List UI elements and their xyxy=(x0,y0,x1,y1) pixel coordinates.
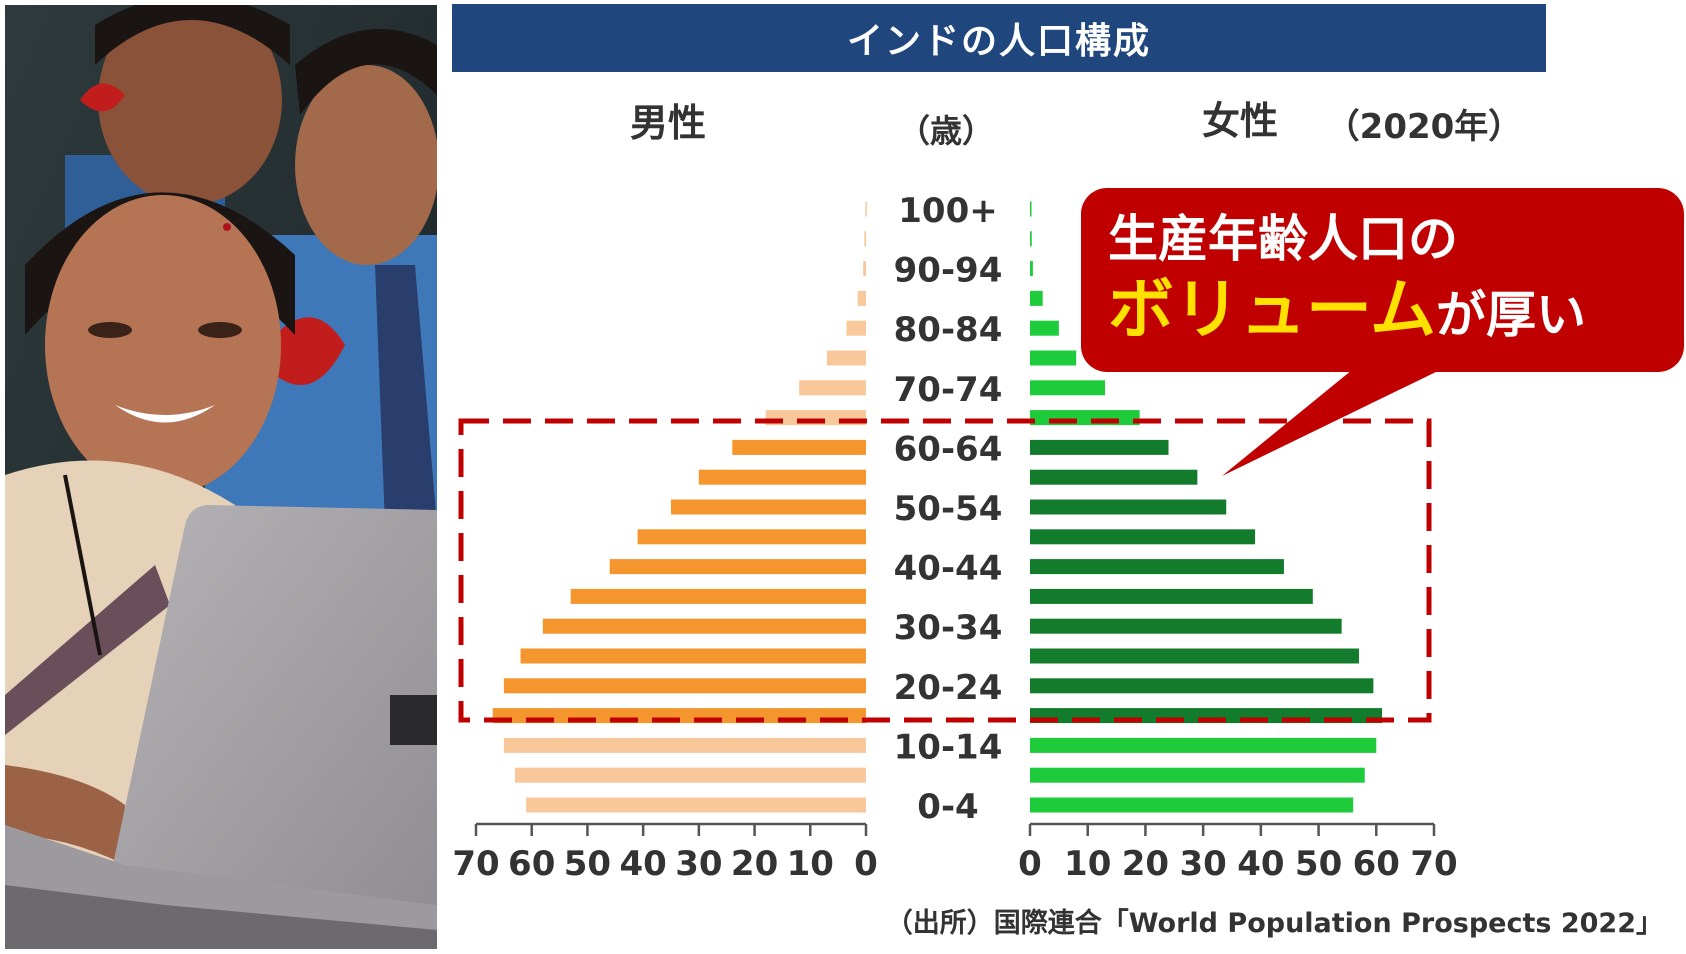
male-axis-tick-label: 20 xyxy=(731,844,778,884)
female-axis-tick-label: 30 xyxy=(1179,844,1226,884)
male-axis-tick-label: 10 xyxy=(787,844,834,884)
bar-female-20-24 xyxy=(1030,678,1374,694)
bar-female-25-29 xyxy=(1030,648,1359,664)
bar-female-35-39 xyxy=(1030,588,1313,604)
bar-male-10-14 xyxy=(503,737,866,753)
female-axis-tick-label: 10 xyxy=(1064,844,1111,884)
bar-male-90-94 xyxy=(863,261,866,277)
bar-male-40-44 xyxy=(609,559,866,575)
bar-female-40-44 xyxy=(1030,559,1284,575)
bar-female-0-4 xyxy=(1030,797,1354,813)
students-laptop-photo xyxy=(5,5,437,949)
bar-female-10-14 xyxy=(1030,737,1377,753)
age-tick-label: 40-44 xyxy=(894,549,1003,589)
bar-male-80-84 xyxy=(846,320,866,336)
callout: 生産年齢人口の ボリュームが厚い xyxy=(1081,188,1684,476)
axes-layer: 0-4 10-14 20-24 30-34 40-44 50-54 60-64 70-74 80… xyxy=(452,191,1457,884)
bar-male-30-34 xyxy=(542,618,866,634)
age-tick-label: 10-14 xyxy=(894,727,1003,767)
male-axis-tick-label: 0 xyxy=(854,844,878,884)
age-tick-label: 90-94 xyxy=(894,251,1003,291)
bar-male-35-39 xyxy=(570,588,866,604)
age-tick-label: 20-24 xyxy=(894,668,1003,708)
bar-male-60-64 xyxy=(732,439,866,455)
bar-female-75-79 xyxy=(1030,350,1077,366)
bar-female-30-34 xyxy=(1030,618,1342,634)
male-axis-tick-label: 70 xyxy=(452,844,499,884)
bar-male-20-24 xyxy=(503,678,866,694)
male-axis-tick-label: 60 xyxy=(508,844,555,884)
female-axis-tick-label: 60 xyxy=(1353,844,1400,884)
age-tick-label: 80-84 xyxy=(894,310,1003,350)
age-tick-label: 50-54 xyxy=(894,489,1003,529)
bar-female-95-99 xyxy=(1030,231,1032,247)
chart-title: インドの人口構成 xyxy=(846,21,1151,62)
working-age-highlight-box xyxy=(458,418,1432,723)
callout-pointer xyxy=(1222,370,1440,476)
bar-male-95-99 xyxy=(864,231,866,247)
bar-female-55-59 xyxy=(1030,469,1198,485)
year-label: （2020年） xyxy=(1326,107,1523,147)
callout-line1: 生産年齢人口の xyxy=(1108,210,1458,268)
bar-female-80-84 xyxy=(1030,320,1059,336)
bar-female-100+ xyxy=(1030,201,1032,217)
female-axis-tick-label: 70 xyxy=(1410,844,1457,884)
bar-female-70-74 xyxy=(1030,380,1106,396)
female-axis-tick-label: 0 xyxy=(1018,844,1042,884)
bar-male-0-4 xyxy=(526,797,866,813)
callout-line2-rest: が厚い xyxy=(1436,286,1586,344)
bar-female-65-69 xyxy=(1030,410,1140,426)
bar-male-5-9 xyxy=(515,767,866,783)
bars-layer xyxy=(492,201,1383,813)
age-unit-label: （歳） xyxy=(898,112,994,150)
bar-female-50-54 xyxy=(1030,499,1227,515)
bar-male-25-29 xyxy=(520,648,866,664)
bar-male-50-54 xyxy=(671,499,866,515)
female-axis-tick-label: 50 xyxy=(1295,844,1342,884)
bar-female-85-89 xyxy=(1030,290,1043,306)
male-axis-tick-label: 30 xyxy=(675,844,722,884)
callout-line2-accent: ボリューム xyxy=(1108,271,1436,348)
callout-line2: ボリュームが厚い xyxy=(1108,271,1586,348)
female-axis-tick-label: 40 xyxy=(1237,844,1284,884)
female-axis-tick-label: 20 xyxy=(1122,844,1169,884)
male-label: 男性 xyxy=(630,101,706,145)
callout-box xyxy=(1081,188,1684,372)
age-tick-label: 0-4 xyxy=(917,787,978,827)
male-axis-tick-label: 50 xyxy=(564,844,611,884)
male-axis-tick-label: 40 xyxy=(619,844,666,884)
bar-male-85-89 xyxy=(857,290,866,306)
bar-male-55-59 xyxy=(698,469,866,485)
age-tick-label: 60-64 xyxy=(894,429,1003,469)
age-tick-label: 30-34 xyxy=(894,608,1003,648)
age-tick-label: 70-74 xyxy=(894,370,1003,410)
labels-layer: 男性 女性 （歳） （2020年） （出所）国際連合「World Populat… xyxy=(630,99,1663,939)
bar-male-70-74 xyxy=(799,380,866,396)
bar-female-45-49 xyxy=(1030,529,1256,545)
female-label: 女性 xyxy=(1202,99,1278,143)
bar-male-100+ xyxy=(865,201,867,217)
chart-header-bar: インドの人口構成 xyxy=(452,4,1546,72)
bar-female-60-64 xyxy=(1030,439,1169,455)
source-note: （出所）国際連合「World Population Prospects 2022… xyxy=(886,907,1663,939)
bar-female-90-94 xyxy=(1030,261,1033,277)
bar-female-5-9 xyxy=(1030,767,1365,783)
bar-male-45-49 xyxy=(637,529,866,545)
age-tick-label: 100+ xyxy=(898,191,997,231)
bar-male-75-79 xyxy=(827,350,866,366)
